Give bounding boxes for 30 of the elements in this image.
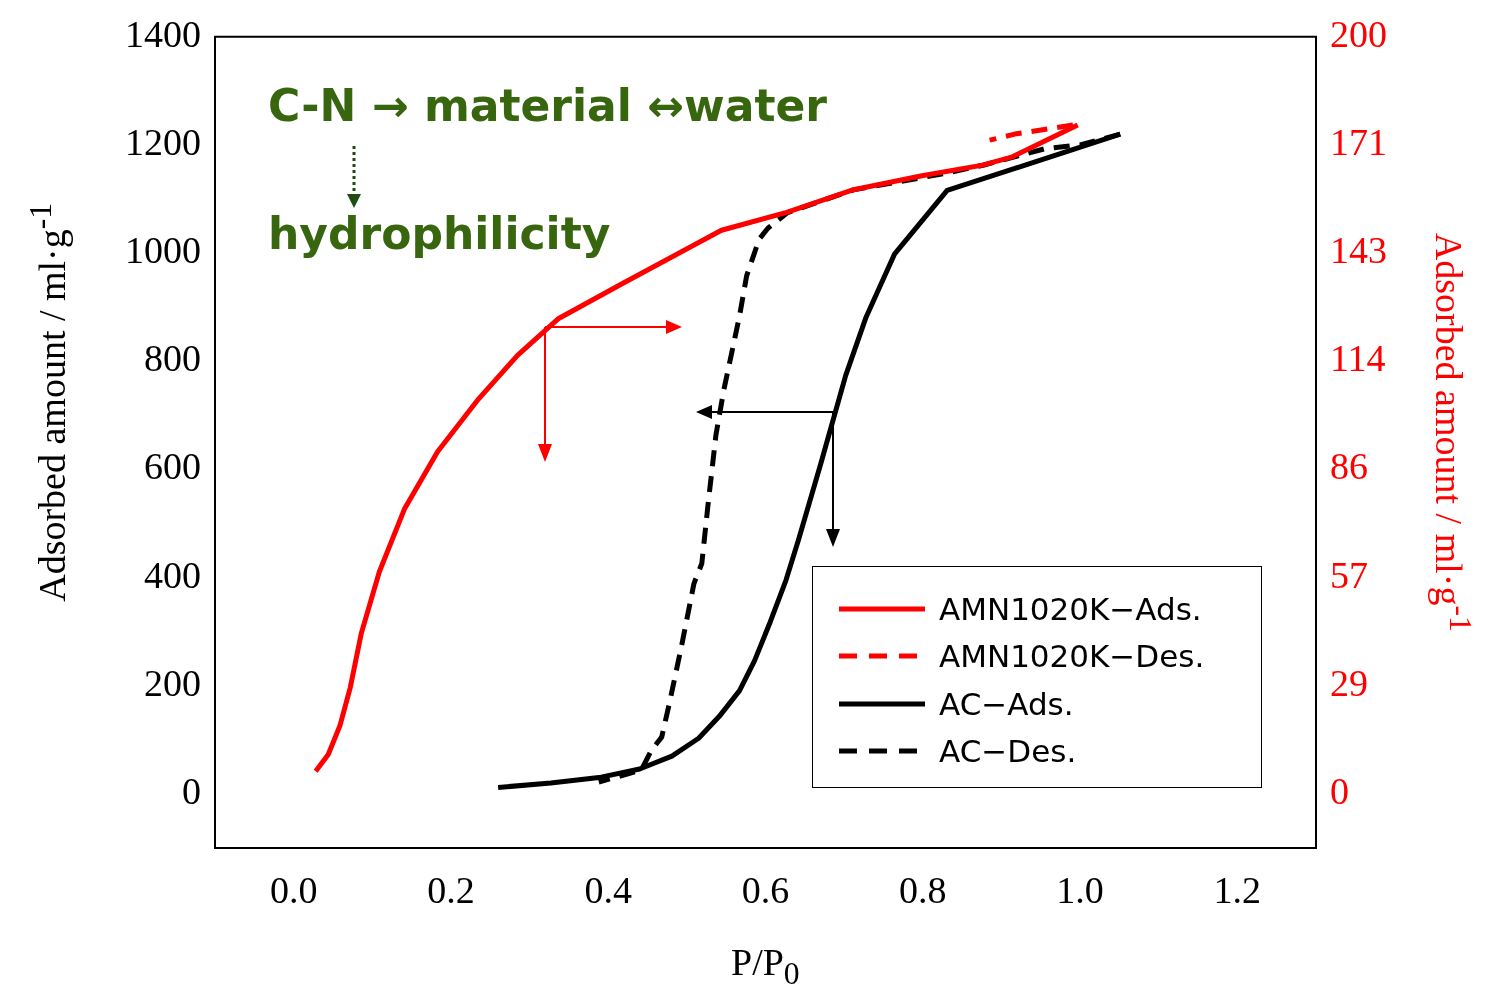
y-tick-label: 600 <box>144 445 201 488</box>
y2-tick-label: 143 <box>1330 229 1387 272</box>
y-tick-label: 0 <box>182 769 201 812</box>
x-tick-label: 0.8 <box>899 868 947 911</box>
y-tick-label: 1200 <box>125 120 201 163</box>
x-tick-label: 0.2 <box>427 868 475 911</box>
x-axis-title: P/P$_{0}$ <box>731 940 800 992</box>
y2-tick-label: 171 <box>1330 120 1387 163</box>
y-tick-label: 1000 <box>125 229 201 272</box>
y-tick-label: 400 <box>144 553 201 596</box>
y-tick-label: 800 <box>144 337 201 380</box>
y2-tick-label: 86 <box>1330 445 1368 488</box>
x-tick-label: 0.4 <box>584 868 632 911</box>
y2-tick-label: 114 <box>1330 337 1386 380</box>
x-tick-label: 0.0 <box>269 868 318 911</box>
x-tick-label: 1.0 <box>1056 868 1104 911</box>
y2-tick-label: 57 <box>1330 553 1368 596</box>
y-tick-label: 200 <box>144 661 201 704</box>
y2-tick-label: 200 <box>1330 12 1387 55</box>
x-tick-label: 0.6 <box>741 868 790 911</box>
x-tick-label: 1.2 <box>1213 868 1262 911</box>
legend-label: AC−Des. <box>939 733 1077 770</box>
y2-tick-label: 0 <box>1330 769 1349 812</box>
legend-label: AMN1020K−Des. <box>939 638 1205 675</box>
legend-label: AMN1020K−Ads. <box>939 590 1202 627</box>
annotation: hydrophilicity <box>268 208 611 259</box>
legend-label: AC−Ads. <box>939 685 1074 722</box>
annotation: C-N → material ↔water <box>268 80 827 131</box>
y-tick-label: 1400 <box>125 12 201 55</box>
y2-tick-label: 29 <box>1330 661 1368 704</box>
